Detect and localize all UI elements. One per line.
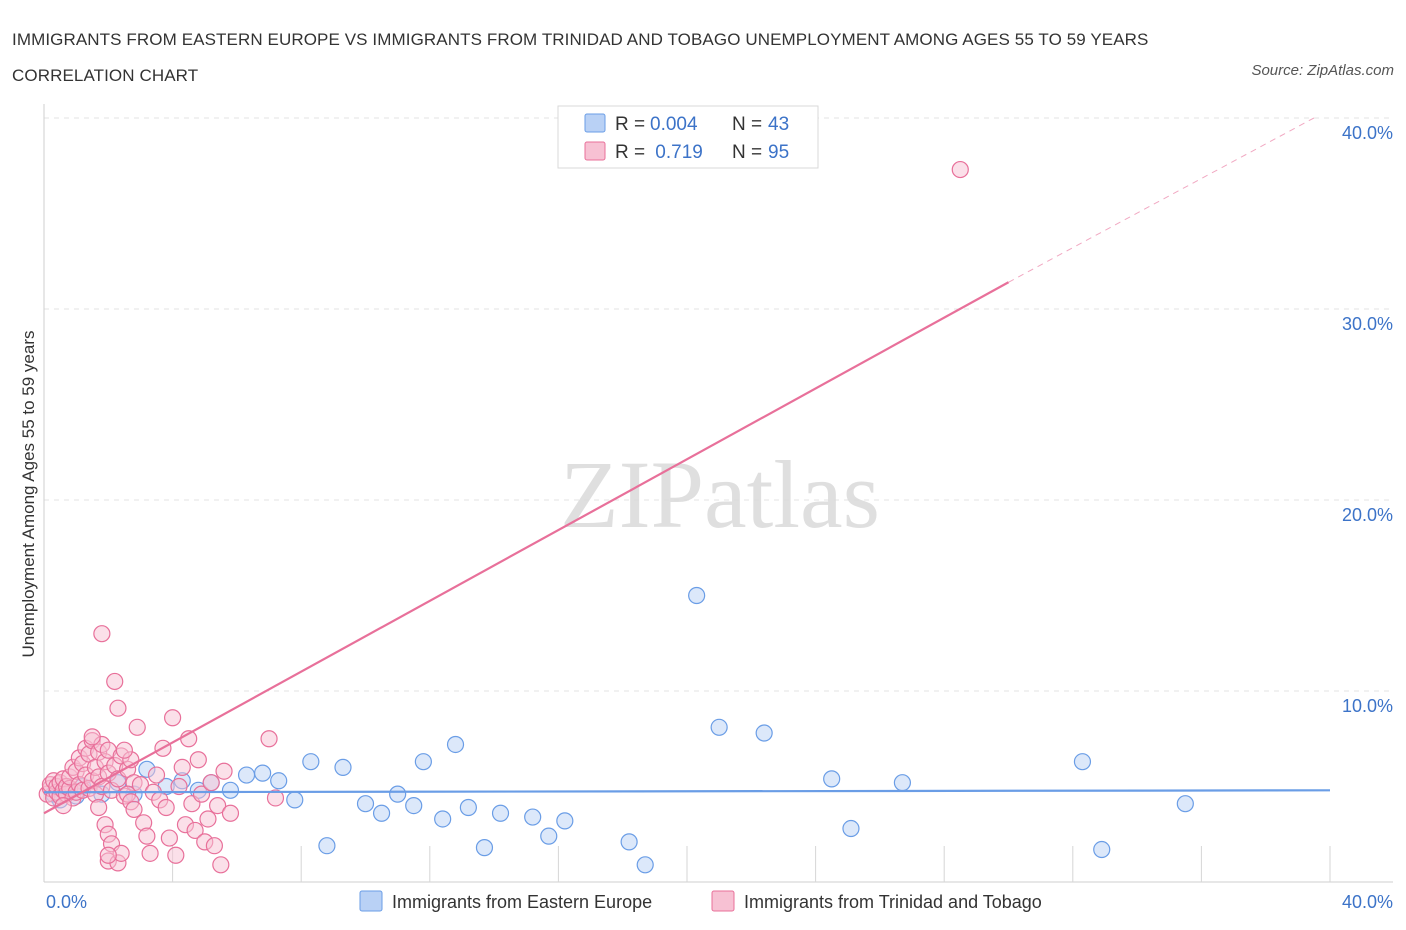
scatter-point — [189, 751, 207, 769]
scatter-point — [710, 718, 728, 736]
scatter-point — [141, 844, 159, 862]
stats-r-label-eastern-europe: R = — [615, 114, 645, 135]
scatter-point — [302, 753, 320, 771]
trend-layer — [43, 117, 1331, 815]
scatter-point — [106, 672, 124, 691]
scatter-point — [414, 753, 432, 771]
scatter-point — [372, 804, 391, 822]
stats-n-value-eastern-europe: 43 — [768, 114, 789, 135]
scatter-point — [334, 758, 352, 777]
scatter-point — [254, 764, 272, 782]
scatter-point — [266, 789, 285, 807]
scatter-point — [205, 837, 223, 855]
stats-n-value-trinidad-tobago: 95 — [768, 142, 789, 163]
scatter-point — [434, 810, 452, 828]
scatter-point — [164, 709, 182, 727]
scatter-point — [755, 724, 773, 742]
stats-r-value-trinidad-tobago: 0.719 — [650, 142, 703, 163]
scatter-point — [270, 772, 288, 790]
trend-line-series-0 — [43, 789, 1331, 794]
scatter-point — [167, 846, 185, 864]
scatter-point — [128, 718, 146, 736]
scatter-point — [215, 762, 233, 780]
scatter-point — [212, 856, 230, 874]
scatter-point — [90, 798, 108, 817]
scatter-point — [636, 856, 654, 874]
scatter-point — [260, 730, 278, 748]
bottom-legend: Immigrants from Eastern Europe Immigrant… — [359, 890, 1042, 912]
scatter-point — [186, 821, 204, 840]
scatter-point — [192, 785, 211, 803]
scatter-point — [620, 833, 638, 851]
scatter-point — [688, 586, 706, 605]
trend-line-extension-series-1 — [1008, 117, 1315, 283]
watermark: ZIPatlas — [560, 441, 880, 548]
scatter-point — [221, 781, 240, 799]
scatter-point — [540, 827, 558, 845]
scatter-point — [286, 791, 304, 809]
scatter-point — [356, 795, 375, 813]
scatter-point — [138, 827, 156, 845]
scatter-point — [99, 846, 117, 864]
scatter-point — [556, 812, 574, 830]
stats-r-label-trinidad-tobago: R = — [615, 142, 645, 163]
scatter-point — [202, 774, 220, 792]
stats-swatch-eastern-europe — [584, 113, 606, 133]
stats-n-label-trinidad-tobago: N = — [732, 142, 762, 163]
stats-r-value-eastern-europe: 0.004 — [650, 114, 698, 135]
chart-source: Source: ZipAtlas.com — [1251, 62, 1394, 79]
chart-title: IMMIGRANTS FROM EASTERN EUROPE VS IMMIGR… — [12, 30, 1149, 85]
scatter-point — [405, 796, 423, 815]
stats-swatch-trinidad-tobago — [584, 141, 606, 161]
axis-layer: 10.0% 20.0% 30.0% 40.0% — [43, 104, 1393, 883]
legend-label-eastern-europe: Immigrants from Eastern Europe — [392, 892, 652, 912]
scatter-point — [893, 774, 912, 792]
scatter-point — [524, 808, 542, 826]
scatter-point — [125, 800, 143, 819]
y-axis-label: Unemployment Among Ages 55 to 59 years — [19, 331, 38, 658]
legend-swatch-trinidad-tobago — [711, 890, 735, 912]
y-tick-label-20: 20.0% — [1342, 505, 1393, 525]
scatter-point — [446, 735, 465, 754]
trend-line-series-1 — [43, 281, 1010, 815]
scatter-point — [209, 796, 227, 815]
x-tick-label-min: 0.0% — [46, 892, 87, 912]
stats-n-label-eastern-europe: N = — [732, 114, 762, 135]
scatter-point — [221, 804, 240, 822]
scatter-point — [170, 777, 188, 796]
y-tick-label-40: 40.0% — [1342, 123, 1393, 143]
y-tick-label-10: 10.0% — [1342, 696, 1393, 716]
scatter-point — [459, 798, 477, 817]
y-tick-label-30: 30.0% — [1342, 314, 1393, 334]
legend-label-trinidad-tobago: Immigrants from Trinidad and Tobago — [744, 892, 1042, 912]
scatter-point — [115, 741, 133, 759]
scatter-point — [389, 785, 407, 803]
scatter-point — [199, 810, 217, 828]
scatter-point — [147, 766, 166, 784]
x-tick-label-max: 40.0% — [1342, 892, 1393, 912]
scatter-point — [160, 829, 178, 847]
scatter-point — [93, 625, 111, 643]
series-0-points — [45, 586, 1194, 874]
scatter-point — [823, 770, 841, 788]
scatter-point — [842, 819, 860, 838]
legend-swatch-eastern-europe — [359, 890, 383, 912]
scatter-point — [1176, 795, 1194, 813]
scatter-point — [475, 839, 494, 857]
scatter-point — [491, 804, 510, 822]
scatter-point — [318, 837, 336, 855]
scatter-point — [951, 160, 969, 179]
scatter-point — [157, 798, 175, 817]
scatter-point — [83, 728, 101, 746]
scatter-point — [1073, 753, 1092, 771]
grid-layer — [44, 117, 1393, 692]
stats-legend: R = 0.004 N = 43 R = 0.719 N = 95 — [557, 105, 819, 169]
scatter-point — [1093, 840, 1111, 859]
scatter-point — [109, 699, 127, 717]
scatter-point — [237, 766, 256, 784]
scatter-point — [173, 758, 191, 777]
